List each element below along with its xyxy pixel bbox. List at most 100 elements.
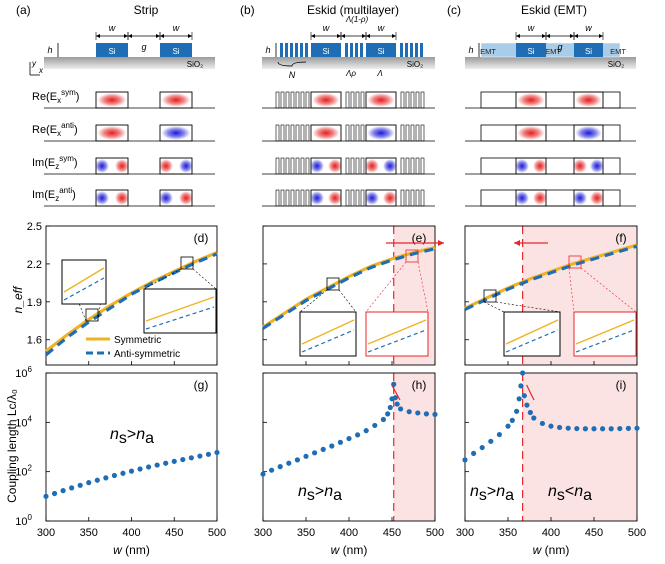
antisymmetric-curve: [44, 252, 218, 357]
waveguide-outline: [95, 124, 129, 142]
inset-symmetric: [145, 296, 215, 322]
grating-outline: [295, 189, 300, 207]
grating-stripe: [305, 43, 308, 57]
y-tick-label: 2.2: [27, 259, 42, 271]
grating-outline: [420, 189, 425, 207]
data-point: [346, 435, 352, 442]
data-point: [77, 482, 83, 488]
field-lobe: [515, 191, 529, 205]
data-point: [214, 449, 220, 456]
x-axis-unit: (nm): [339, 543, 367, 557]
field-lobe: [575, 126, 602, 140]
grating-outline: [290, 124, 295, 142]
emt-outline: [480, 124, 621, 142]
relation-symbol: <: [565, 483, 574, 500]
arrow-head: [366, 34, 370, 38]
tick-exponent: 0: [28, 513, 33, 522]
mode-label-sup: sym: [59, 154, 74, 163]
grating-outline: [355, 189, 360, 207]
subscript-a: a: [505, 487, 514, 504]
data-point: [363, 428, 369, 434]
tick-base: 10: [15, 368, 27, 380]
grating-outline: [290, 189, 295, 207]
data-point: [355, 432, 361, 438]
width-label: w: [528, 23, 535, 33]
field-lobe: [515, 159, 529, 173]
field-lobe: [533, 159, 547, 173]
subscript-s: s: [119, 430, 127, 447]
data-point: [423, 411, 429, 417]
grating-outline: [290, 91, 295, 109]
x-tick-label: 350: [499, 527, 517, 539]
grating-outline: [285, 124, 290, 142]
subscript-s: s: [307, 487, 315, 504]
x-axis-unit: (nm): [122, 543, 150, 557]
waveguide-outline: [159, 189, 193, 207]
data-point: [509, 417, 515, 423]
grating-outline: [410, 157, 415, 175]
legend-antisymmetric-label: Anti-symmetric: [114, 349, 180, 360]
mode-label-main: Re(E: [32, 124, 57, 136]
data-point: [60, 488, 66, 494]
mode-profile-rows: Re(Exsym)Re(Exanti)Im(Ezsym)Im(Ezanti): [32, 88, 636, 207]
grating-outline: [350, 189, 355, 207]
panel-label: (d): [194, 231, 209, 245]
mode-label-sup: anti: [61, 121, 74, 130]
arrow-head: [570, 34, 574, 38]
zoom-connector: [483, 301, 505, 313]
grating-outline: [280, 189, 285, 207]
grating-outline: [350, 124, 355, 142]
data-point: [103, 475, 109, 481]
grating-outline: [275, 157, 280, 175]
x-axis-var: w: [533, 543, 543, 557]
field-lobe: [575, 93, 602, 107]
field-lobe: [95, 191, 109, 205]
relation-symbol: >: [315, 483, 324, 500]
arrow-head: [311, 34, 315, 38]
arrow-head: [337, 34, 341, 38]
grating-outline: [405, 91, 410, 109]
substrate-label: SiO₂: [608, 60, 624, 69]
x-tick-label: 400: [122, 527, 140, 539]
grating-outline: [360, 124, 365, 142]
waveguide-outline: [159, 124, 193, 142]
waveguide-outline: [573, 157, 604, 175]
x-tick-label: 400: [340, 527, 358, 539]
waveguide-outline: [159, 157, 193, 175]
si-label: Si: [172, 47, 179, 56]
mode-label-main: Im(E: [32, 189, 55, 201]
tick-base: 10: [15, 417, 27, 429]
panel-label: (f): [615, 231, 626, 245]
gap-label: g: [557, 42, 562, 52]
inset-symmetric: [301, 319, 355, 345]
zoom-marker: [405, 249, 419, 263]
grating-stripe: [400, 43, 403, 57]
panel-label: (a): [16, 3, 31, 17]
zoom-marker: [483, 289, 497, 303]
grating-outline: [285, 189, 290, 207]
n-symbol: n: [574, 483, 583, 500]
arrow-head: [128, 34, 132, 38]
mode-label-sub: x: [57, 129, 61, 138]
grating-outline: [415, 189, 420, 207]
arrow-head: [188, 34, 192, 38]
field-lobe: [383, 191, 397, 205]
waveguide-outline: [310, 91, 342, 109]
text: ns>na: [470, 483, 514, 504]
inset-antisymmetric: [367, 329, 427, 353]
relation-symbol: >: [127, 426, 136, 443]
si-label: Si: [377, 47, 384, 56]
field-lobe: [115, 159, 129, 173]
y-tick-label: 1.6: [27, 335, 42, 347]
mode-label-main: Re(E: [32, 91, 57, 103]
x-tick-label: 300: [254, 527, 272, 539]
waveguide-outline: [365, 189, 397, 207]
substrate-label: SiO₂: [407, 60, 423, 69]
n-symbol: n: [324, 483, 333, 500]
data-point: [524, 402, 530, 408]
emt-outline: [480, 157, 621, 175]
x-tick-label: 450: [383, 527, 401, 539]
data-point: [320, 446, 326, 452]
field-lobe: [517, 126, 545, 140]
silicon-waveguide: [311, 43, 341, 57]
